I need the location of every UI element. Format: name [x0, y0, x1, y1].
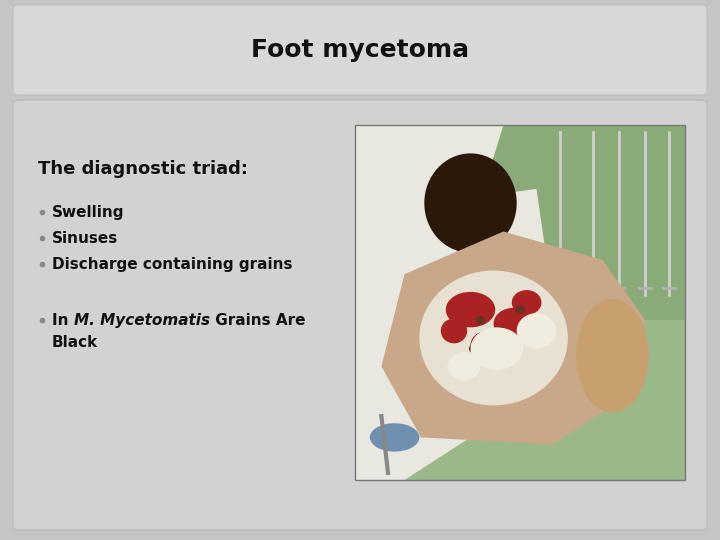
Bar — [487, 125, 685, 320]
Text: In: In — [52, 313, 73, 328]
Text: Grains Are: Grains Are — [210, 313, 305, 328]
Ellipse shape — [446, 292, 495, 327]
Ellipse shape — [370, 423, 419, 451]
Text: Discharge containing grains: Discharge containing grains — [52, 257, 292, 272]
Text: The diagnostic triad:: The diagnostic triad: — [38, 160, 248, 178]
Ellipse shape — [531, 334, 541, 342]
Bar — [355, 125, 685, 480]
Ellipse shape — [470, 327, 523, 370]
Ellipse shape — [419, 271, 568, 406]
Text: M. Mycetomatis: M. Mycetomatis — [73, 313, 210, 328]
Text: Sinuses: Sinuses — [52, 231, 118, 246]
Ellipse shape — [447, 352, 480, 381]
Text: Swelling: Swelling — [52, 205, 125, 220]
FancyBboxPatch shape — [13, 100, 707, 530]
Ellipse shape — [470, 331, 503, 359]
Ellipse shape — [512, 290, 541, 315]
Ellipse shape — [475, 316, 485, 325]
Ellipse shape — [576, 299, 649, 413]
FancyBboxPatch shape — [13, 5, 707, 95]
Polygon shape — [355, 189, 553, 480]
Text: Foot mycetoma: Foot mycetoma — [251, 38, 469, 62]
Ellipse shape — [441, 319, 467, 343]
Polygon shape — [382, 232, 645, 444]
Ellipse shape — [469, 344, 479, 353]
Ellipse shape — [494, 308, 534, 340]
Ellipse shape — [515, 305, 525, 314]
Ellipse shape — [495, 327, 505, 335]
Ellipse shape — [424, 153, 517, 253]
Polygon shape — [355, 125, 503, 232]
Ellipse shape — [517, 313, 557, 349]
Text: Black: Black — [52, 335, 98, 350]
Bar — [355, 125, 685, 480]
